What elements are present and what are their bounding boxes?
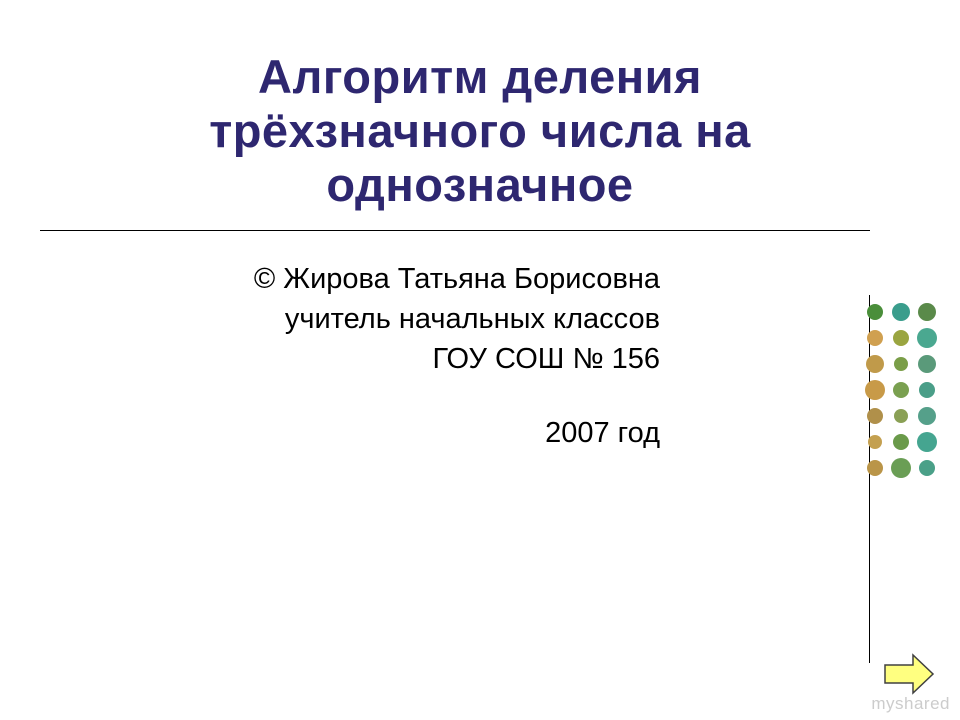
slide-container: Алгоритм деления трёхзначного числа на о… [0, 0, 960, 720]
watermark: myshared [871, 694, 950, 714]
decorative-dots [860, 300, 945, 500]
title-line-2: трёхзначного числа на [60, 104, 900, 158]
title-line-3: однозначное [60, 158, 900, 212]
school-line: ГОУ СОШ № 156 [50, 339, 660, 379]
horizontal-divider [40, 230, 870, 231]
year-line: 2007 год [50, 417, 660, 450]
author-line: © Жирова Татьяна Борисовна [50, 259, 660, 299]
subtitle-block: © Жирова Татьяна Борисовна учитель начал… [0, 259, 960, 450]
title-line-1: Алгоритм деления [60, 50, 900, 104]
title-block: Алгоритм деления трёхзначного числа на о… [0, 50, 960, 212]
next-arrow-button[interactable] [883, 653, 935, 695]
role-line: учитель начальных классов [50, 299, 660, 339]
